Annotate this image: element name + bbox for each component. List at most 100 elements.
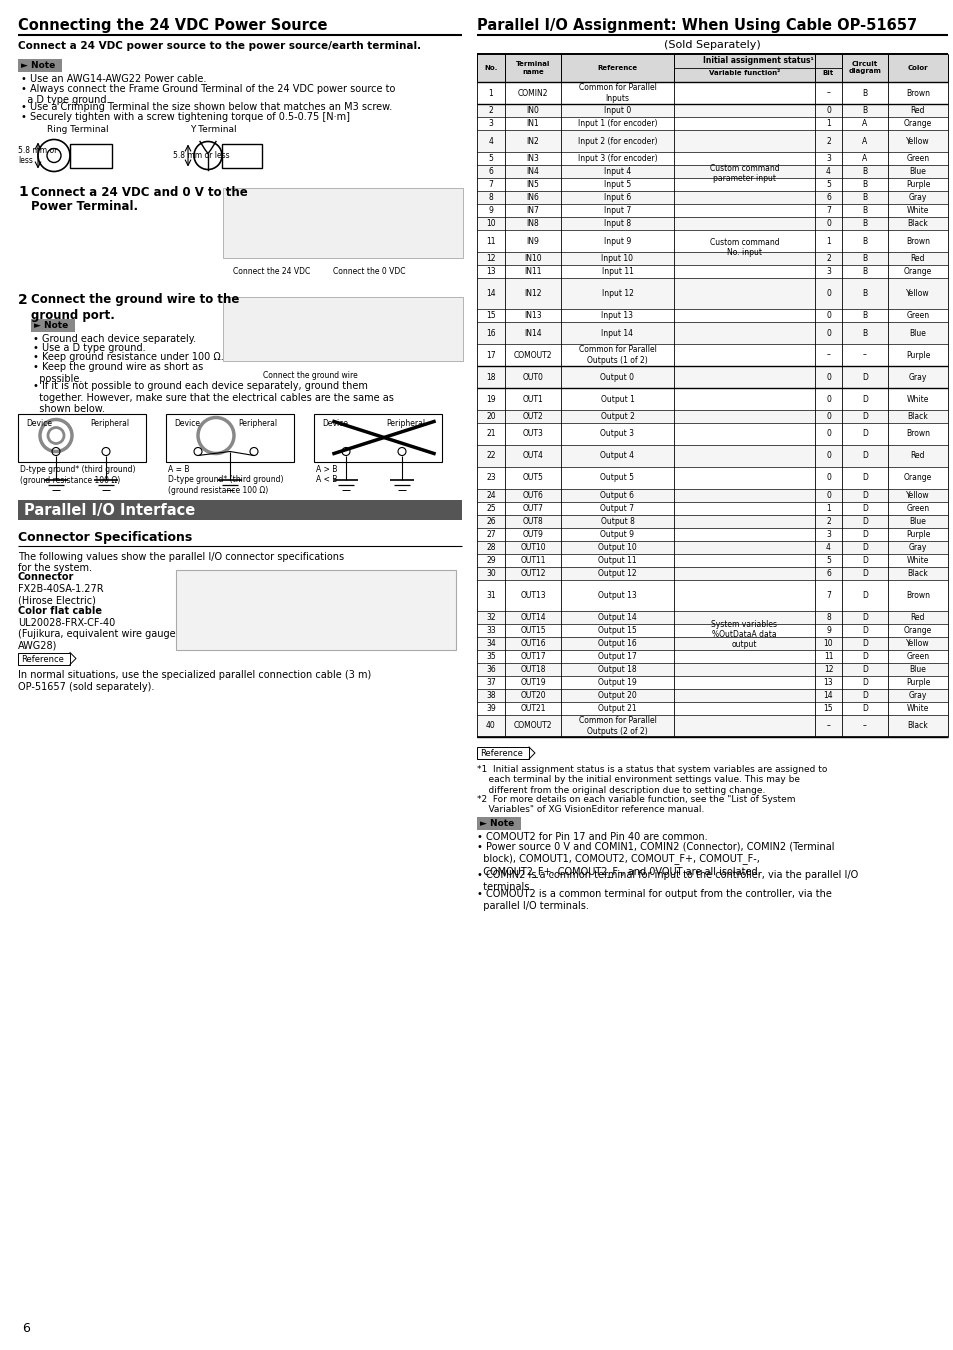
- Text: –: –: [862, 351, 866, 359]
- Text: IN4: IN4: [526, 167, 538, 176]
- Text: Blue: Blue: [908, 666, 925, 674]
- Text: B: B: [862, 219, 866, 228]
- Text: 39: 39: [486, 703, 496, 713]
- Bar: [476, 467, 947, 489]
- Text: 7: 7: [825, 591, 830, 599]
- Bar: [476, 676, 947, 688]
- Text: Brown: Brown: [905, 429, 929, 439]
- Bar: [476, 278, 947, 309]
- Text: A: A: [862, 119, 866, 128]
- Text: B: B: [862, 89, 866, 97]
- Text: Device: Device: [173, 420, 200, 428]
- Text: 6: 6: [825, 193, 830, 202]
- Text: IN9: IN9: [526, 236, 538, 246]
- Text: IN12: IN12: [524, 289, 541, 298]
- Text: No.: No.: [484, 65, 497, 72]
- Bar: [476, 716, 947, 737]
- Bar: [476, 423, 947, 446]
- Text: IN0: IN0: [526, 107, 538, 115]
- Text: Input 1 (for encoder): Input 1 (for encoder): [578, 119, 657, 128]
- Text: IN2: IN2: [526, 136, 538, 146]
- Text: D: D: [862, 556, 867, 566]
- Text: • Use a Crimping Terminal the size shown below that matches an M3 screw.: • Use a Crimping Terminal the size shown…: [21, 103, 392, 112]
- Bar: [476, 663, 947, 676]
- Text: Common for Parallel
Outputs (1 of 2): Common for Parallel Outputs (1 of 2): [578, 346, 656, 365]
- Text: 1: 1: [488, 89, 493, 97]
- Bar: [30, 319, 75, 332]
- Text: • COMOUT2 for Pin 17 and Pin 40 are common.: • COMOUT2 for Pin 17 and Pin 40 are comm…: [476, 832, 707, 842]
- Text: Gray: Gray: [908, 543, 926, 552]
- Bar: [70, 143, 112, 167]
- Text: Red: Red: [910, 107, 924, 115]
- Text: 28: 28: [486, 543, 496, 552]
- Bar: [476, 554, 947, 567]
- Text: D: D: [862, 652, 867, 662]
- Text: Blue: Blue: [908, 328, 925, 338]
- Text: • Power source 0 V and COMIN1, COMIN2 (Connector), COMIN2 (Terminal
  block), CO: • Power source 0 V and COMIN1, COMIN2 (C…: [476, 841, 834, 876]
- Text: Common for Parallel
Outputs (2 of 2): Common for Parallel Outputs (2 of 2): [578, 717, 656, 736]
- Text: Peripheral: Peripheral: [90, 420, 129, 428]
- Text: 3: 3: [488, 119, 493, 128]
- Text: OUT3: OUT3: [522, 429, 543, 439]
- Text: System variables
%OutDataA data
output: System variables %OutDataA data output: [711, 620, 777, 649]
- Text: OUT14: OUT14: [519, 613, 545, 622]
- Text: Reference: Reference: [597, 65, 637, 72]
- Text: Green: Green: [905, 310, 928, 320]
- Bar: [175, 570, 456, 649]
- Text: 10: 10: [486, 219, 496, 228]
- Bar: [223, 297, 462, 360]
- Text: 5: 5: [825, 180, 830, 189]
- Text: Parallel I/O Assignment: When Using Cable OP-51657: Parallel I/O Assignment: When Using Cabl…: [476, 18, 916, 32]
- Text: Purple: Purple: [904, 351, 929, 359]
- Text: 4: 4: [825, 167, 830, 176]
- Text: Device: Device: [322, 420, 348, 428]
- Text: 0: 0: [825, 451, 830, 460]
- Text: Gray: Gray: [908, 691, 926, 701]
- Text: 11: 11: [486, 236, 496, 246]
- Text: Output 9: Output 9: [599, 531, 634, 539]
- Text: OUT12: OUT12: [519, 568, 545, 578]
- Text: Blue: Blue: [908, 167, 925, 176]
- Text: D: D: [862, 394, 867, 404]
- Text: 17: 17: [486, 351, 496, 359]
- Text: 21: 21: [486, 429, 496, 439]
- Text: Green: Green: [905, 652, 928, 662]
- Text: Reference: Reference: [21, 655, 64, 663]
- Text: • If it is not possible to ground each device separately, ground them
  together: • If it is not possible to ground each d…: [33, 381, 394, 414]
- Text: Green: Green: [905, 504, 928, 513]
- Text: 4: 4: [825, 543, 830, 552]
- Text: 34: 34: [486, 639, 496, 648]
- Text: 0: 0: [825, 219, 830, 228]
- Text: • Keep ground resistance under 100 Ω.: • Keep ground resistance under 100 Ω.: [33, 352, 224, 363]
- Bar: [476, 117, 947, 130]
- Text: FX2B-40SA-1.27R
(Hirose Electric): FX2B-40SA-1.27R (Hirose Electric): [18, 583, 104, 605]
- Text: 22: 22: [486, 451, 496, 460]
- Text: OUT5: OUT5: [522, 474, 543, 482]
- Text: Custom command
parameter input: Custom command parameter input: [709, 163, 779, 184]
- Text: B: B: [862, 267, 866, 275]
- Text: IN8: IN8: [526, 219, 538, 228]
- Text: Red: Red: [910, 254, 924, 263]
- Text: D: D: [862, 626, 867, 634]
- Text: Input 12: Input 12: [601, 289, 633, 298]
- Text: Yellow: Yellow: [905, 639, 929, 648]
- Text: Yellow: Yellow: [905, 289, 929, 298]
- Text: –: –: [825, 721, 829, 730]
- Text: Input 14: Input 14: [601, 328, 633, 338]
- Text: 3: 3: [825, 154, 830, 163]
- Text: Bit: Bit: [822, 70, 833, 76]
- Text: B: B: [862, 107, 866, 115]
- Text: 18: 18: [486, 373, 496, 382]
- Text: Output 16: Output 16: [598, 639, 637, 648]
- Text: Red: Red: [910, 451, 924, 460]
- Text: 8: 8: [488, 193, 493, 202]
- Text: A > B: A > B: [315, 466, 337, 474]
- Text: Output 3: Output 3: [599, 429, 634, 439]
- Text: Black: Black: [906, 219, 927, 228]
- Text: 0: 0: [825, 429, 830, 439]
- Text: D: D: [862, 517, 867, 526]
- Text: 0: 0: [825, 373, 830, 382]
- Text: White: White: [906, 556, 928, 566]
- Text: 15: 15: [822, 703, 832, 713]
- Text: D: D: [862, 591, 867, 599]
